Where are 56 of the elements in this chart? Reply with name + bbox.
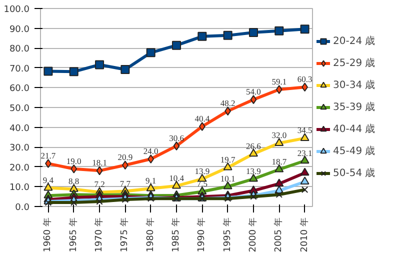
data-label: 20.9: [118, 152, 133, 162]
data-label: 23.1: [297, 148, 312, 158]
y-tick-label: 90.0: [9, 24, 30, 35]
x-tick-label: 1965 年: [68, 218, 79, 252]
data-label: 9.1: [146, 175, 156, 186]
x-tick-label: 1980 年: [144, 218, 156, 252]
y-tick-label: 60.0: [9, 84, 30, 94]
y-tick-label: 30.0: [9, 144, 30, 154]
legend-label: 40-44 歳: [333, 122, 376, 136]
y-tick-label: 100.0: [4, 5, 30, 15]
data-label: 30.6: [169, 132, 184, 143]
x-tick-label: 1975 年: [119, 218, 130, 252]
x-tick-label: 2010 年: [298, 218, 310, 252]
data-label: 13.9: [246, 166, 261, 176]
x-tick-label: 2000 年: [247, 218, 258, 252]
data-label: 7.7: [120, 178, 130, 188]
data-label: 9.4: [42, 174, 54, 185]
data-label: 59.1: [272, 76, 287, 86]
x-tick-label: 2005 年: [273, 218, 284, 252]
data-label: 34.5: [297, 125, 312, 136]
y-tick-label: 50.0: [9, 104, 30, 114]
legend-label: 20-24 歳: [333, 34, 376, 48]
data-label: 18.7: [272, 156, 287, 166]
y-tick-label: 40.0: [9, 124, 30, 134]
y-tick-label: 10.0: [9, 183, 30, 194]
legend-label: 25-29 歳: [333, 56, 376, 70]
y-tick-label: 0.0: [15, 203, 30, 213]
x-tick-label: 1995 年: [222, 218, 233, 252]
data-label: 48.2: [220, 98, 236, 108]
data-label: 26.6: [246, 140, 261, 151]
data-label: 24.0: [143, 146, 158, 156]
data-label: 13.9: [194, 166, 210, 176]
data-label: 21.7: [40, 150, 56, 161]
data-label: 60.3: [297, 74, 312, 84]
data-label: 18.1: [92, 158, 107, 168]
legend-label: 30-34 歳: [333, 78, 376, 92]
legend-label: 45-49 歳: [333, 144, 376, 158]
data-label: 8.8: [68, 176, 80, 186]
legend-label: 50-54 歳: [333, 166, 376, 180]
data-label: 19.0: [66, 156, 82, 166]
data-label: 40.4: [194, 114, 210, 124]
data-label: 10.1: [220, 174, 236, 184]
legend-label: 35-39 歳: [333, 100, 376, 114]
data-label: 54.0: [246, 86, 261, 97]
data-label: 7.5: [196, 178, 208, 189]
data-label: 32.0: [272, 130, 287, 140]
y-tick-label: 20.0: [9, 163, 30, 174]
x-tick-label: 1985 年: [170, 218, 182, 252]
data-label: 10.4: [169, 172, 185, 183]
data-label: 19.7: [220, 154, 236, 164]
y-tick-label: 70.0: [9, 64, 30, 74]
data-label: 7.2: [94, 179, 105, 190]
x-tick-label: 1970 年: [94, 218, 105, 252]
y-tick-label: 80.0: [9, 44, 30, 55]
x-tick-label: 1960 年: [42, 218, 54, 252]
x-tick-label: 1990 年: [196, 218, 208, 252]
